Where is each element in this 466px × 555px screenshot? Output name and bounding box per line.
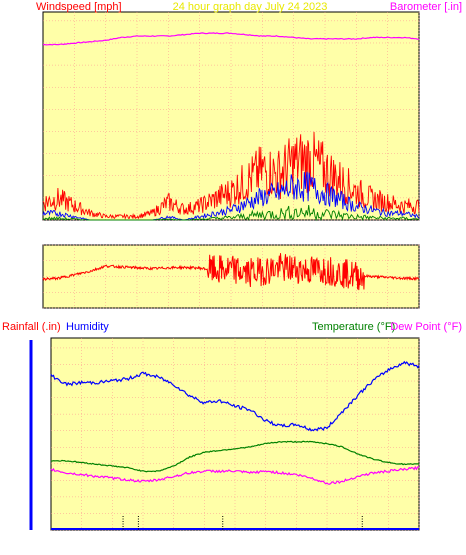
windspeed-series (42, 32, 420, 222)
dewpoint-label: Dew Point (°F) (390, 321, 462, 333)
temperature-line (50, 440, 420, 473)
chart-title: 24 hour graph day July 24 2023 (173, 1, 328, 13)
rain-humidity-temperature-chart: Rainfall (.in) Humidity Temperature (°F)… (2, 321, 462, 531)
temperature-grid (51, 338, 420, 531)
wind-gust-line (42, 131, 420, 220)
dewpoint-line (50, 465, 419, 485)
wind-low-line (42, 205, 420, 222)
barometer-line (42, 32, 420, 46)
wind-direction-line (42, 253, 420, 291)
wind-direction-chart (42, 244, 420, 309)
temperature-series (50, 360, 420, 530)
barometer-label: Barometer [.in] (390, 1, 462, 13)
humidity-label: Humidity (66, 321, 109, 333)
windspeed-plot-area (42, 11, 420, 221)
humidity-line (50, 360, 420, 432)
rainfall-label: Rainfall (.in) (2, 321, 61, 333)
wind-direction-series (42, 253, 420, 291)
windspeed-barometer-chart: Windspeed [mph] 24 hour graph day July 2… (36, 1, 462, 222)
windspeed-label: Windspeed [mph] (36, 1, 122, 13)
temperature-label: Temperature (°F) (312, 321, 395, 333)
